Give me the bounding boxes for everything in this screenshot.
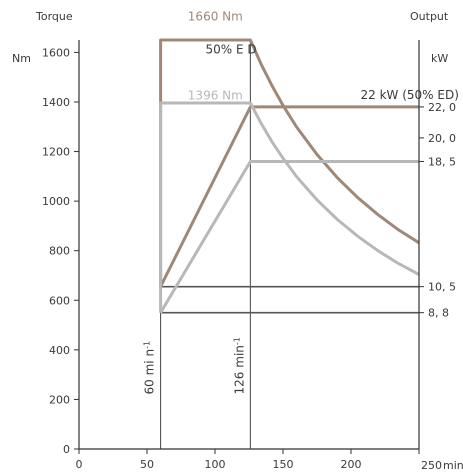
y-tick-label-4: 800 [49,245,70,258]
x-tick-label-1: 50 [140,458,154,471]
y-tick-label-2: 400 [49,344,70,357]
series-line-torque-max [159,38,420,287]
x-tick-label-3: 150 [273,458,294,471]
right-tick-label-4: 8, 8 [428,307,449,320]
annotation-2: 1396 Nm [188,89,243,103]
y-tick-label-8: 1600 [42,46,70,59]
series-line-output-reduced [159,160,419,314]
right-tick-label-3: 10, 5 [428,281,456,294]
y-tick-label-1: 200 [49,393,70,406]
vertical-marker-label-1: 126 min-1 [232,337,246,394]
right-tick-label-2: 18, 5 [428,155,456,168]
right-axis-title: Output [410,10,449,23]
left-axis-title: Torque [35,10,73,23]
y-tick-label-6: 1200 [42,146,70,159]
x-tick-label-4: 200 [341,458,362,471]
annotation-3: 22 kW (50% ED) [361,88,459,102]
annotation-1: 50% E D [205,43,256,57]
series-line-output-max [159,105,419,288]
x-tick-label-2: 100 [205,458,226,471]
y-tick-label-3: 600 [49,294,70,307]
y-tick-label-7: 1400 [42,96,70,109]
annotation-0: 1660 Nm [188,10,243,24]
x-tick-label-0: 0 [76,458,83,471]
x-unit-label: 250min-1 [421,458,463,472]
left-unit: Nm [12,52,31,65]
right-unit: kW [431,52,448,65]
y-tick-label-0: 0 [63,443,70,456]
vertical-marker-label-0: 60 mi n-1 [143,341,157,395]
y-tick-label-5: 1000 [42,195,70,208]
right-tick-label-0: 22, 0 [428,101,456,114]
series-line-torque-reduced [159,101,420,313]
right-tick-label-1: 20, 0 [428,132,456,145]
